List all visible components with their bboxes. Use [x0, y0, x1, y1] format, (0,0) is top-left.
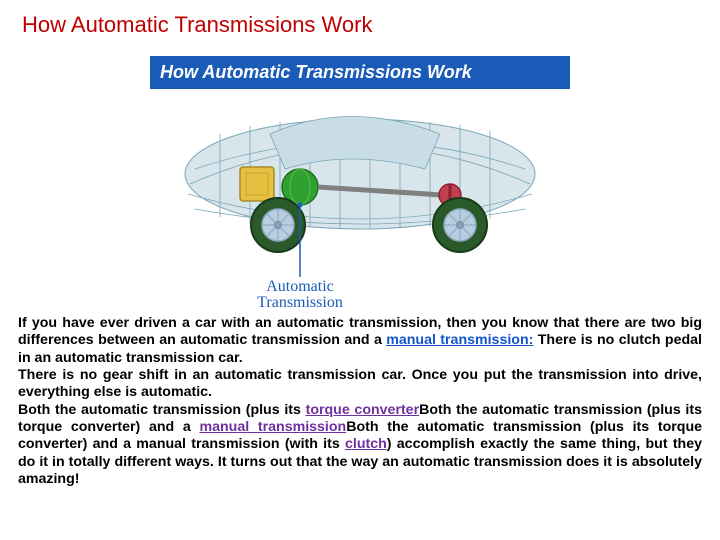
figure-caption-line1: Automatic: [266, 278, 334, 295]
link-torque-converter[interactable]: torque converter: [306, 402, 420, 418]
page-title: How Automatic Transmissions Work: [22, 12, 702, 38]
engine-icon: [240, 167, 274, 201]
figure-caption-line2: Transmission: [257, 294, 343, 309]
body-paragraph: If you have ever driven a car with an au…: [18, 315, 702, 488]
link-clutch[interactable]: clutch: [345, 436, 387, 452]
figure: How Automatic Transmissions Work: [150, 56, 570, 309]
text-bold-drive: drive: [664, 367, 698, 383]
text-run: Both the automatic transmission (plus it…: [18, 402, 306, 418]
figure-container: How Automatic Transmissions Work: [18, 56, 702, 309]
figure-banner: How Automatic Transmissions Work: [150, 56, 570, 89]
car-diagram: Automatic Transmission: [150, 89, 570, 309]
text-run: There is no gear shift in an automatic t…: [18, 367, 664, 383]
link-manual-transmission-1[interactable]: manual transmission:: [386, 332, 533, 348]
front-wheel-icon: [251, 198, 305, 252]
rear-wheel-icon: [433, 198, 487, 252]
link-manual-transmission-2[interactable]: manual transmission: [200, 419, 347, 435]
